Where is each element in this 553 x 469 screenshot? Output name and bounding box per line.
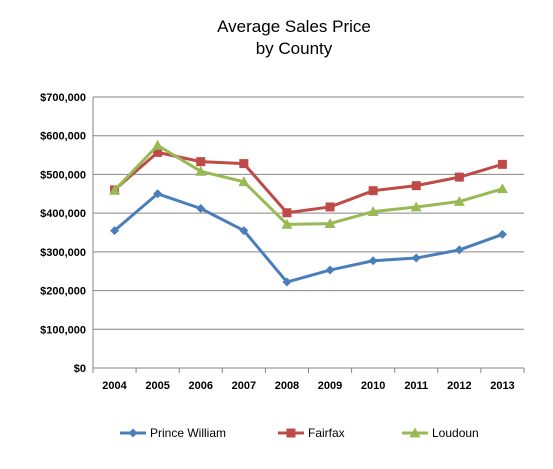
y-tick-label: $200,000 (40, 286, 86, 298)
x-tick-label: 2004 (102, 380, 127, 392)
data-point-fairfax (368, 186, 378, 196)
legend-label-prince-william: Prince William (150, 426, 226, 440)
data-point-loudoun (453, 196, 465, 206)
y-tick-label: $500,000 (40, 169, 86, 181)
data-point-fairfax (325, 202, 335, 212)
data-point-loudoun (195, 165, 207, 176)
data-point-fairfax (196, 157, 206, 167)
y-tick-label: $100,000 (40, 324, 86, 336)
data-point-prince-william (196, 203, 206, 213)
data-point-loudoun (238, 176, 250, 187)
y-tick-label: $600,000 (40, 131, 86, 143)
data-point-fairfax (454, 172, 464, 182)
x-tick-label: 2011 (404, 380, 428, 392)
y-tick-label: $300,000 (40, 247, 86, 259)
legend-label-fairfax: Fairfax (308, 426, 345, 440)
chart-title-line-2: by County (256, 39, 333, 58)
x-tick-label: 2013 (490, 380, 514, 392)
legend-label-loudoun: Loudoun (432, 426, 479, 440)
series-line-loudoun (113, 143, 503, 226)
data-point-fairfax (411, 181, 421, 191)
x-tick-label: 2012 (447, 380, 471, 392)
data-point-prince-william (497, 229, 507, 239)
data-point-loudoun (281, 218, 293, 229)
chart-title-line-1: Average Sales Price (217, 17, 371, 36)
x-tick-label: 2006 (189, 380, 213, 392)
data-point-loudoun (496, 183, 508, 194)
legend-marker-loudoun (409, 427, 421, 438)
data-point-fairfax (153, 147, 163, 157)
data-point-prince-william (282, 277, 292, 287)
x-tick-label: 2008 (275, 380, 299, 392)
data-point-loudoun (152, 139, 164, 150)
y-tick-label: $400,000 (40, 208, 86, 220)
x-tick-label: 2009 (318, 380, 342, 392)
data-point-loudoun (109, 184, 121, 195)
data-point-prince-william (153, 189, 163, 199)
data-point-prince-william (325, 265, 335, 275)
data-point-prince-william (368, 256, 378, 266)
legend-marker-fairfax (286, 428, 296, 438)
data-point-prince-william (454, 245, 464, 255)
data-point-loudoun (324, 218, 336, 228)
x-tick-label: 2010 (361, 380, 385, 392)
data-point-fairfax (239, 159, 249, 169)
data-point-prince-william (239, 226, 249, 236)
series-line-prince-william (113, 192, 503, 284)
y-tick-label: $700,000 (40, 92, 86, 104)
legend-marker-prince-william (128, 428, 138, 438)
data-point-fairfax (282, 208, 292, 218)
data-point-prince-william (110, 226, 120, 236)
legend: Prince William Fairfax Loudoun (120, 426, 479, 440)
y-tick-label: $0 (74, 363, 86, 375)
data-point-fairfax (497, 159, 507, 169)
data-point-loudoun (367, 206, 379, 216)
plot-area: $0 $100,000 $200,000 $300,000 $400,000 $500,0… (40, 92, 525, 392)
data-point-prince-william (411, 253, 421, 263)
x-tick-label: 2007 (232, 380, 256, 392)
data-point-loudoun (410, 201, 422, 212)
x-tick-label: 2005 (145, 380, 169, 392)
